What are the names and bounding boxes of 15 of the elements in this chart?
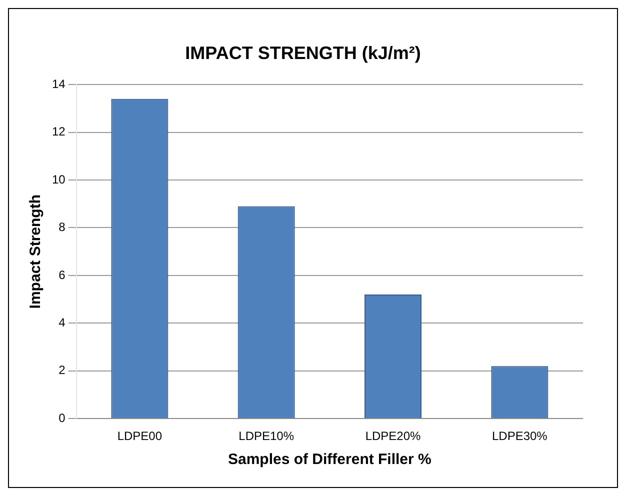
y-tick-label: 14 — [52, 76, 66, 91]
x-axis-title: Samples of Different Filler % — [228, 451, 432, 468]
x-tick-label: LDPE30% — [492, 429, 548, 444]
y-tick-label: 6 — [58, 268, 66, 282]
y-tick-label: 10 — [52, 172, 66, 186]
y-tick-label: 0 — [58, 410, 66, 425]
y-tick-label: 8 — [58, 220, 66, 234]
y-tick-label: 2 — [58, 363, 66, 378]
y-axis-title: Impact Strength — [27, 194, 44, 309]
x-tick-label: LDPE10% — [238, 429, 294, 444]
y-tick-label: 4 — [58, 315, 66, 330]
x-tick-label: LDPE20% — [365, 429, 422, 444]
y-tick-label: 12 — [52, 124, 66, 139]
chart-title: IMPACT STRENGTH (kJ/m²) — [185, 42, 421, 63]
x-tick-label: LDPE00 — [117, 429, 162, 444]
